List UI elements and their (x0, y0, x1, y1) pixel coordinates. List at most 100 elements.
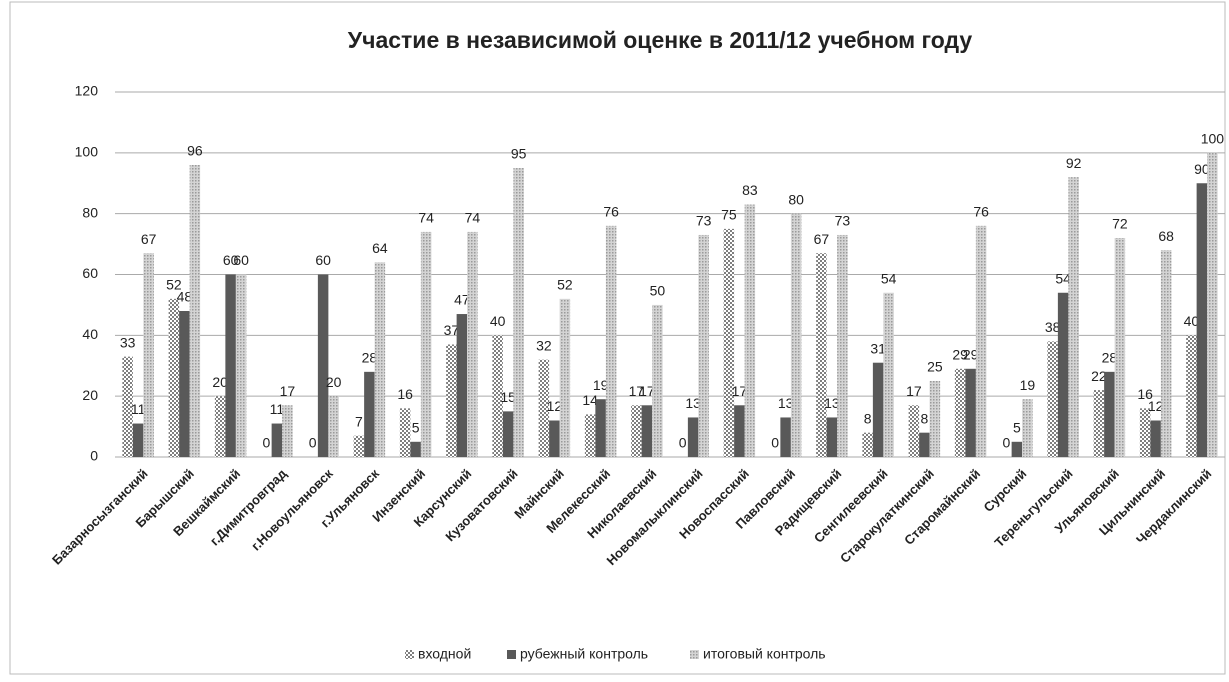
y-tick-label: 40 (82, 326, 98, 342)
value-label: 0 (771, 435, 779, 451)
bar (641, 405, 653, 457)
bar (353, 435, 365, 457)
legend-swatch (690, 650, 699, 659)
y-tick-label: 100 (75, 144, 99, 160)
value-label: 37 (444, 322, 460, 338)
value-label: 0 (1002, 435, 1010, 451)
value-label: 33 (120, 334, 136, 350)
value-label: 11 (131, 401, 146, 417)
value-label: 60 (223, 252, 239, 268)
bar (908, 405, 920, 457)
value-label: 54 (1055, 270, 1071, 286)
value-label: 100 (1201, 131, 1225, 147)
bar (975, 225, 987, 457)
value-label: 72 (1112, 216, 1128, 232)
value-label: 5 (412, 419, 420, 435)
bar (631, 405, 642, 457)
frame (9, 1, 1226, 675)
bar (410, 441, 421, 457)
value-label: 76 (973, 204, 989, 220)
value-label: 75 (721, 207, 737, 223)
legend-swatch (405, 650, 414, 659)
value-label: 17 (732, 383, 748, 399)
value-label: 80 (788, 191, 804, 207)
bar (189, 165, 201, 457)
bar (687, 417, 699, 457)
bar (723, 228, 735, 457)
value-label: 25 (927, 359, 943, 375)
value-label: 47 (454, 292, 470, 308)
bar (374, 262, 386, 457)
value-label: 28 (362, 350, 378, 366)
value-label: 13 (824, 395, 840, 411)
y-tick-label: 0 (90, 448, 98, 464)
value-label: 64 (372, 240, 388, 256)
value-label: 28 (1102, 350, 1118, 366)
value-label: 29 (952, 346, 968, 362)
bar (502, 411, 514, 457)
bar (317, 274, 329, 457)
bar (734, 405, 745, 457)
value-label: 50 (650, 283, 666, 299)
value-label: 67 (814, 231, 830, 247)
bar (179, 311, 190, 457)
bar (872, 362, 884, 457)
value-label: 40 (490, 313, 506, 329)
value-label: 8 (864, 410, 872, 426)
bar (1104, 371, 1115, 457)
value-label: 0 (309, 435, 317, 451)
x-tick-label: г.Новоульяновск (248, 466, 336, 554)
value-label: 20 (326, 374, 342, 390)
value-label: 19 (1020, 377, 1036, 393)
value-label: 92 (1066, 155, 1082, 171)
bar (698, 234, 709, 457)
bar (467, 231, 478, 457)
bar (1047, 341, 1058, 457)
bar (1196, 183, 1208, 457)
bar (456, 314, 468, 457)
value-label: 15 (500, 389, 516, 405)
y-tick-label: 60 (82, 265, 98, 281)
x-tick-label: Тереньгульский (992, 466, 1076, 550)
value-label: 68 (1158, 228, 1174, 244)
bar (605, 225, 617, 457)
value-label: 7 (355, 413, 363, 429)
bar (744, 204, 756, 457)
value-label: 74 (465, 210, 481, 226)
value-label: 22 (1091, 368, 1107, 384)
bar (826, 417, 838, 457)
bar (1114, 238, 1126, 457)
value-label: 60 (233, 252, 249, 268)
value-label: 12 (547, 398, 563, 414)
value-label: 32 (536, 337, 552, 353)
bar (559, 298, 571, 457)
value-label: 48 (177, 289, 193, 305)
bar (214, 396, 226, 457)
bar (225, 274, 236, 457)
bar (584, 414, 596, 457)
bar (790, 213, 802, 457)
value-label: 17 (906, 383, 922, 399)
value-label: 67 (141, 231, 157, 247)
value-label: 13 (778, 395, 794, 411)
bar (420, 231, 432, 457)
value-label: 60 (315, 252, 331, 268)
bar (328, 396, 339, 457)
value-label: 16 (1137, 386, 1153, 402)
bar (513, 168, 524, 457)
bar (282, 405, 293, 457)
bar (1011, 441, 1023, 457)
bar (168, 298, 180, 457)
value-label: 90 (1194, 161, 1210, 177)
bar (816, 253, 827, 457)
legend-label: рубежный контроль (520, 646, 648, 662)
value-label: 17 (639, 383, 655, 399)
value-label: 0 (262, 435, 270, 451)
y-tick-label: 80 (82, 204, 98, 220)
value-label: 52 (557, 277, 573, 293)
bar (132, 423, 144, 457)
legend-label: входной (418, 646, 471, 662)
value-label: 17 (629, 383, 645, 399)
bar (122, 356, 133, 457)
